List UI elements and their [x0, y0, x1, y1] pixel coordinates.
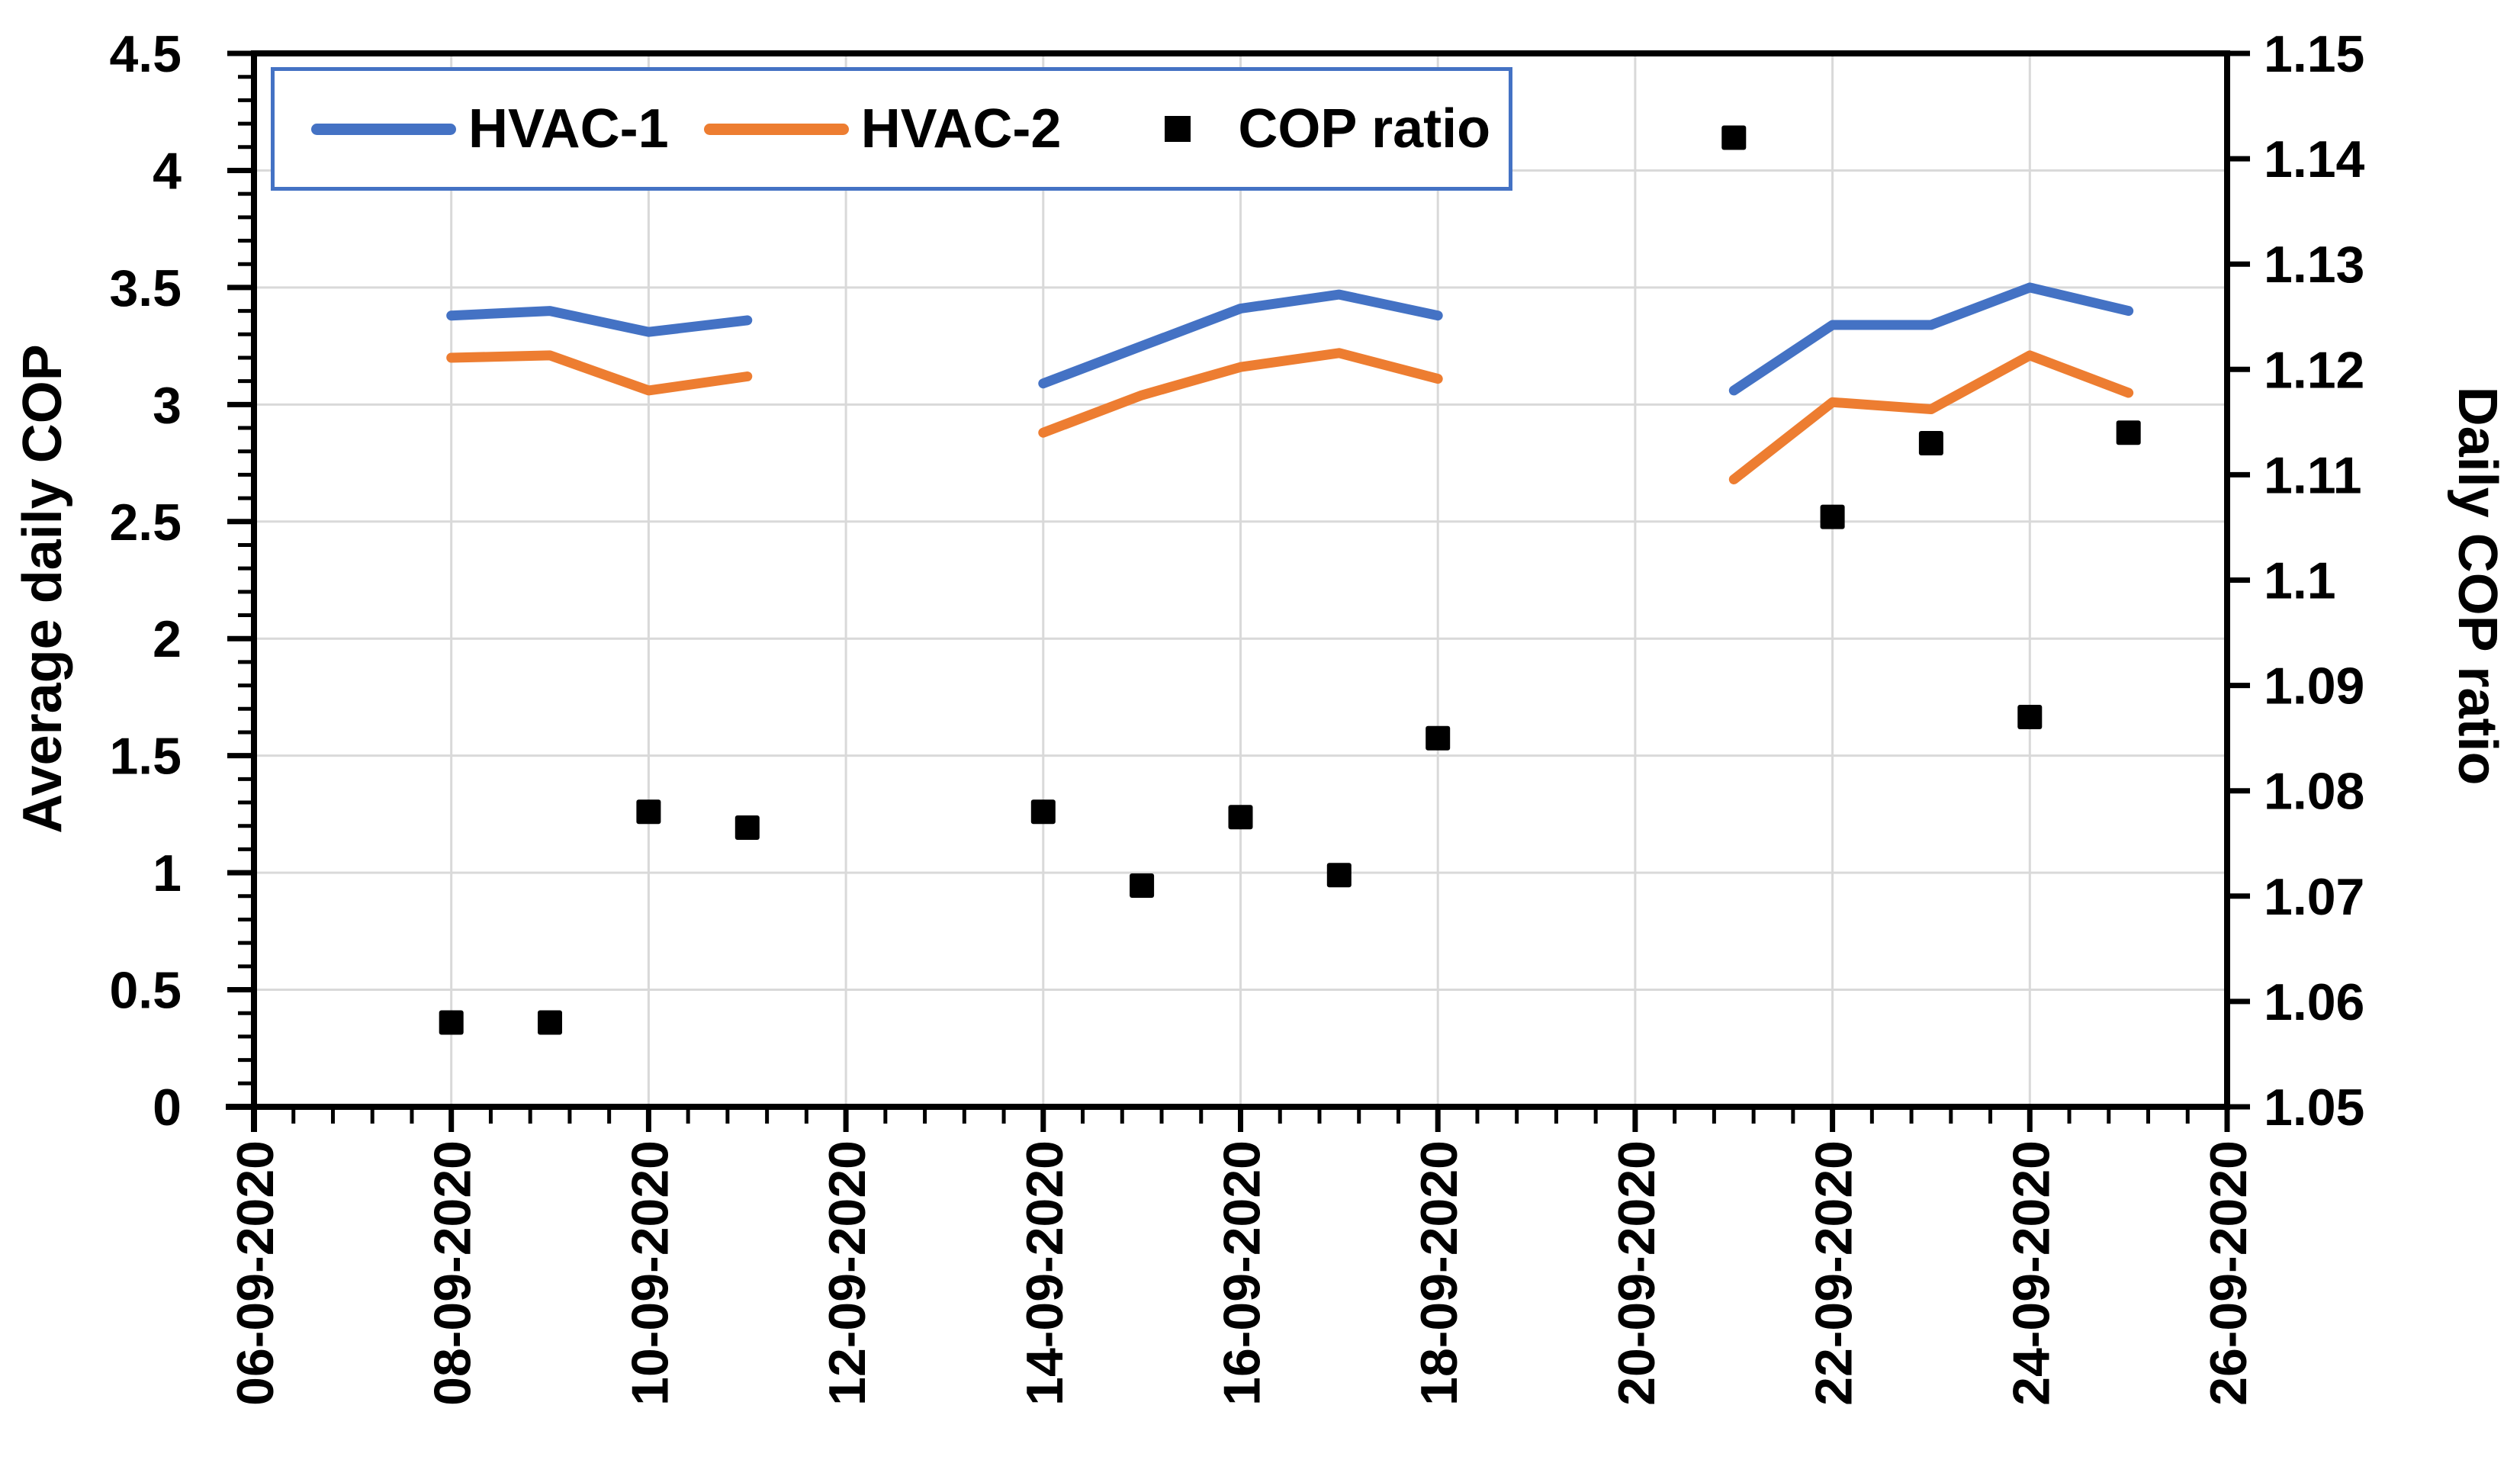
svg-text:1.13: 1.13: [2264, 236, 2364, 294]
svg-text:1.12: 1.12: [2264, 341, 2364, 399]
legend-label-cop-ratio: COP ratio: [1238, 98, 1491, 159]
svg-text:4: 4: [153, 142, 182, 200]
svg-text:0.5: 0.5: [109, 962, 182, 1020]
svg-text:18-09-2020: 18-09-2020: [1410, 1140, 1468, 1406]
svg-text:1.14: 1.14: [2264, 130, 2365, 188]
svg-text:1.05: 1.05: [2264, 1079, 2364, 1137]
svg-text:1: 1: [153, 844, 182, 902]
svg-text:06-09-2020: 06-09-2020: [227, 1140, 284, 1406]
legend-label-hvac-2: HVAC-2: [860, 98, 1062, 159]
svg-text:22-09-2020: 22-09-2020: [1805, 1140, 1863, 1406]
legend-label-hvac-1: HVAC-1: [468, 98, 669, 159]
right-axis-title: Daily COP ratio: [2447, 387, 2508, 786]
legend-item-cop-ratio: COP ratio: [1165, 101, 1490, 156]
hvac-1-line-sample-icon: [311, 123, 456, 135]
svg-text:2.5: 2.5: [109, 494, 182, 551]
chart-legend: HVAC-1 HVAC-2 COP ratio: [271, 67, 1512, 191]
hvac-2-line-sample-icon: [703, 123, 849, 135]
svg-text:26-09-2020: 26-09-2020: [2200, 1140, 2258, 1406]
legend-item-hvac-2: HVAC-2: [703, 98, 1062, 159]
svg-text:1.06: 1.06: [2264, 973, 2364, 1031]
svg-text:2: 2: [153, 610, 182, 668]
svg-text:1.09: 1.09: [2264, 658, 2364, 715]
svg-text:3.5: 3.5: [109, 259, 182, 317]
svg-text:1.08: 1.08: [2264, 763, 2364, 821]
svg-text:14-09-2020: 14-09-2020: [1016, 1140, 1074, 1406]
left-axis-title: Average daily COP: [12, 344, 73, 834]
svg-text:10-09-2020: 10-09-2020: [621, 1140, 679, 1406]
svg-text:3: 3: [153, 376, 182, 434]
svg-text:1.5: 1.5: [109, 728, 182, 786]
svg-text:1.15: 1.15: [2264, 25, 2364, 83]
svg-text:12-09-2020: 12-09-2020: [818, 1140, 876, 1406]
legend-item-hvac-1: HVAC-1: [311, 101, 669, 156]
svg-text:08-09-2020: 08-09-2020: [424, 1140, 482, 1406]
svg-text:4.5: 4.5: [109, 25, 182, 83]
svg-text:0: 0: [153, 1079, 182, 1137]
svg-text:16-09-2020: 16-09-2020: [1213, 1140, 1271, 1406]
svg-text:20-09-2020: 20-09-2020: [1608, 1140, 1666, 1406]
cop-ratio-square-sample-icon: [1165, 116, 1191, 142]
svg-text:1.1: 1.1: [2264, 552, 2336, 610]
svg-text:1.11: 1.11: [2264, 446, 2362, 504]
svg-text:24-09-2020: 24-09-2020: [2002, 1140, 2060, 1406]
svg-text:1.07: 1.07: [2264, 868, 2364, 926]
